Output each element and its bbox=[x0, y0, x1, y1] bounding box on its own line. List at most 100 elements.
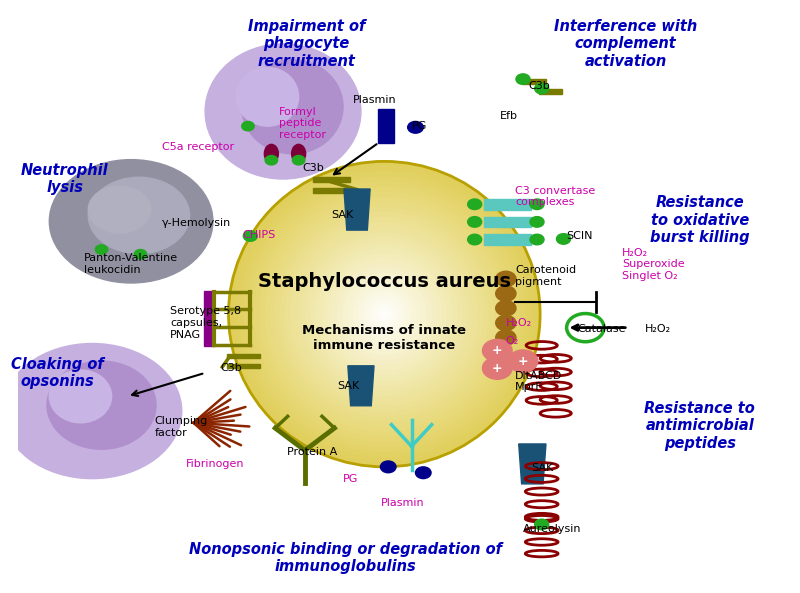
Text: +: + bbox=[492, 362, 502, 375]
Bar bbox=[484, 216, 530, 227]
Text: Resistance to
antimicrobial
peptides: Resistance to antimicrobial peptides bbox=[645, 401, 755, 451]
Polygon shape bbox=[344, 189, 370, 230]
Ellipse shape bbox=[369, 299, 400, 329]
Text: Clumping
factor: Clumping factor bbox=[154, 416, 208, 438]
Ellipse shape bbox=[302, 232, 467, 396]
Bar bbox=[313, 188, 350, 193]
Text: Resistance
to oxidative
burst killing: Resistance to oxidative burst killing bbox=[650, 195, 750, 245]
Circle shape bbox=[534, 519, 549, 530]
Text: H₂O₂: H₂O₂ bbox=[646, 324, 671, 334]
Circle shape bbox=[516, 74, 530, 84]
Text: Serotype 5,8
capsules,
PNAG: Serotype 5,8 capsules, PNAG bbox=[170, 307, 241, 340]
Text: H₂O₂
Superoxide
Singlet O₂: H₂O₂ Superoxide Singlet O₂ bbox=[622, 248, 685, 281]
Circle shape bbox=[243, 231, 258, 241]
Bar bbox=[227, 364, 260, 368]
Text: Cloaking of
opsonins: Cloaking of opsonins bbox=[10, 356, 103, 389]
Text: C3b: C3b bbox=[221, 363, 242, 373]
Circle shape bbox=[468, 234, 482, 245]
Circle shape bbox=[134, 250, 146, 259]
Ellipse shape bbox=[244, 177, 525, 452]
Text: +: + bbox=[518, 355, 528, 368]
Ellipse shape bbox=[265, 197, 504, 431]
Text: SAK: SAK bbox=[331, 211, 354, 221]
Ellipse shape bbox=[88, 186, 150, 233]
Ellipse shape bbox=[292, 144, 306, 163]
Ellipse shape bbox=[374, 304, 394, 324]
Polygon shape bbox=[348, 366, 374, 406]
Circle shape bbox=[242, 122, 254, 131]
Ellipse shape bbox=[291, 222, 478, 406]
Text: Interference with
complement
activation: Interference with complement activation bbox=[554, 19, 698, 69]
Circle shape bbox=[496, 315, 516, 330]
Text: Aureolysin: Aureolysin bbox=[523, 524, 582, 534]
Ellipse shape bbox=[236, 68, 298, 126]
Ellipse shape bbox=[322, 253, 446, 375]
Ellipse shape bbox=[342, 273, 426, 355]
Text: PG: PG bbox=[411, 121, 427, 131]
Text: Neutrophil
lysis: Neutrophil lysis bbox=[21, 163, 109, 195]
Ellipse shape bbox=[50, 370, 112, 423]
Circle shape bbox=[482, 357, 512, 380]
Text: CHIPS: CHIPS bbox=[242, 230, 276, 240]
Bar bbox=[484, 199, 530, 209]
Text: H₂O₂: H₂O₂ bbox=[506, 318, 532, 328]
Text: Staphylococcus aureus: Staphylococcus aureus bbox=[258, 272, 511, 291]
Text: Impairment of
phagocyte
recruitment: Impairment of phagocyte recruitment bbox=[248, 19, 365, 69]
Circle shape bbox=[496, 286, 516, 301]
Text: Catalase: Catalase bbox=[578, 324, 626, 334]
Ellipse shape bbox=[254, 187, 514, 441]
Circle shape bbox=[468, 199, 482, 209]
Circle shape bbox=[530, 216, 544, 227]
Text: Formyl
peptide
receptor: Formyl peptide receptor bbox=[279, 107, 326, 140]
Polygon shape bbox=[518, 444, 546, 484]
Ellipse shape bbox=[229, 161, 540, 467]
Ellipse shape bbox=[332, 263, 436, 365]
Circle shape bbox=[496, 271, 516, 286]
Ellipse shape bbox=[363, 294, 405, 334]
Ellipse shape bbox=[312, 243, 457, 385]
Circle shape bbox=[534, 83, 549, 94]
Ellipse shape bbox=[242, 60, 343, 154]
Text: Efb: Efb bbox=[500, 110, 518, 120]
Text: Mechanisms of innate
immune resistance: Mechanisms of innate immune resistance bbox=[302, 324, 466, 352]
Text: Carotenoid
pigment: Carotenoid pigment bbox=[515, 265, 576, 287]
Ellipse shape bbox=[306, 238, 462, 391]
Bar bbox=[484, 234, 530, 245]
Text: O₂: O₂ bbox=[506, 336, 519, 346]
Ellipse shape bbox=[348, 279, 421, 350]
Text: PG: PG bbox=[343, 474, 358, 484]
Ellipse shape bbox=[358, 289, 410, 340]
Text: C3 convertase
complexes: C3 convertase complexes bbox=[515, 186, 595, 208]
Ellipse shape bbox=[250, 181, 519, 447]
Ellipse shape bbox=[239, 171, 530, 457]
Circle shape bbox=[95, 245, 108, 254]
Text: C5a receptor: C5a receptor bbox=[162, 142, 234, 152]
Circle shape bbox=[265, 155, 278, 165]
Bar bbox=[538, 89, 562, 94]
Circle shape bbox=[482, 339, 512, 362]
Ellipse shape bbox=[2, 343, 182, 479]
Circle shape bbox=[468, 216, 482, 227]
Circle shape bbox=[408, 122, 423, 133]
Ellipse shape bbox=[281, 212, 488, 416]
Text: +: + bbox=[492, 344, 502, 357]
Circle shape bbox=[557, 234, 570, 244]
Circle shape bbox=[381, 461, 396, 473]
Circle shape bbox=[496, 301, 516, 316]
Ellipse shape bbox=[260, 192, 509, 436]
Circle shape bbox=[415, 467, 431, 479]
Ellipse shape bbox=[296, 228, 473, 401]
Text: Fibrinogen: Fibrinogen bbox=[186, 459, 244, 469]
Text: Plasmin: Plasmin bbox=[353, 95, 397, 105]
Text: Plasmin: Plasmin bbox=[381, 498, 424, 508]
Bar bbox=[378, 109, 394, 142]
Circle shape bbox=[508, 350, 538, 372]
Ellipse shape bbox=[286, 218, 483, 411]
Ellipse shape bbox=[270, 202, 498, 426]
Ellipse shape bbox=[379, 309, 390, 319]
Circle shape bbox=[530, 199, 544, 209]
Text: Nonopsonic binding or degradation of
immunoglobulins: Nonopsonic binding or degradation of imm… bbox=[189, 542, 502, 574]
Circle shape bbox=[530, 234, 544, 245]
Text: C3b: C3b bbox=[302, 164, 324, 173]
Ellipse shape bbox=[88, 177, 190, 254]
